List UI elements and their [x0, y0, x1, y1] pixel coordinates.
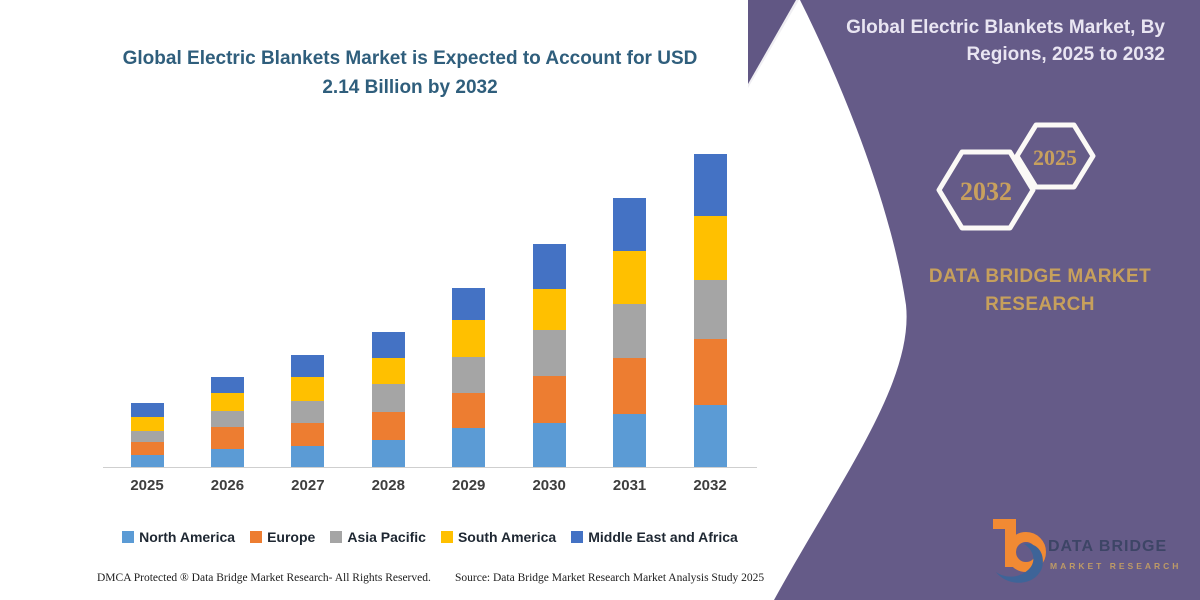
segment-middle-east-and-africa-2030	[532, 243, 566, 290]
brand-wordmark-line1: DATA BRIDGE MARKET	[928, 266, 1152, 287]
segment-middle-east-and-africa-2027	[291, 355, 325, 377]
segment-south-america-2029	[452, 319, 486, 357]
segment-middle-east-and-africa-2026	[210, 377, 244, 394]
segment-europe-2032	[693, 338, 727, 405]
legend-label: Europe	[267, 529, 316, 545]
legend-label: Middle East and Africa	[588, 529, 738, 545]
segment-south-america-2025	[130, 416, 164, 432]
legend-label: North America	[139, 529, 236, 545]
segment-europe-2026	[210, 426, 244, 449]
segment-north-america-2030	[532, 422, 566, 468]
legend-marker-icon	[122, 531, 135, 543]
segment-asia-pacific-2025	[130, 431, 164, 442]
segment-north-america-2028	[371, 440, 405, 468]
legend-item-south-america: South America	[440, 529, 557, 545]
x-axis-label-2031: 2031	[612, 477, 647, 494]
segment-europe-2028	[371, 412, 405, 441]
bar-2025	[130, 403, 164, 468]
bar-2027	[291, 355, 325, 468]
segment-europe-2025	[130, 441, 164, 455]
panel-title-line1: Global Electric Blankets Market, By	[846, 17, 1165, 38]
segment-europe-2027	[291, 422, 325, 446]
segment-south-america-2030	[532, 289, 566, 331]
segment-middle-east-and-africa-2032	[693, 154, 727, 216]
segment-europe-2029	[452, 393, 486, 429]
legend-item-north-america: North America	[122, 529, 235, 545]
segment-south-america-2031	[613, 250, 647, 304]
segment-south-america-2028	[371, 357, 405, 385]
bar-2029	[452, 287, 486, 468]
legend-label: Asia Pacific	[347, 529, 426, 545]
dmca-notice: DMCA Protected ® Data Bridge Market Rese…	[97, 572, 431, 584]
panel-title: Global Electric Blankets Market, By Regi…	[825, 14, 1165, 68]
legend-label: South America	[457, 529, 557, 545]
brand-wordmark-line2: RESEARCH	[985, 294, 1095, 315]
segment-south-america-2026	[210, 393, 244, 411]
bar-2026	[210, 377, 244, 468]
segment-north-america-2031	[613, 413, 647, 468]
x-axis-line	[103, 467, 757, 468]
legend-marker-icon	[571, 531, 584, 543]
source-notice: Source: Data Bridge Market Research Mark…	[455, 572, 765, 584]
segment-middle-east-and-africa-2028	[371, 331, 405, 358]
bar-2028	[371, 331, 405, 468]
dbmr-logo-tagline: MARKET RESEARCH	[1050, 561, 1182, 571]
segment-middle-east-and-africa-2029	[452, 287, 486, 320]
dbmr-logo-icon	[993, 519, 1046, 583]
segment-north-america-2025	[130, 454, 164, 468]
chart-title-line2: 2.14 Billion by 2032	[322, 77, 498, 98]
chart-legend: North America Europe Asia Pacific South Ame…	[85, 529, 775, 545]
x-axis-label-2028: 2028	[371, 477, 405, 494]
legend-item-europe: Europe	[250, 529, 315, 545]
panel-title-line2: Regions, 2025 to 2032	[966, 44, 1165, 65]
segment-asia-pacific-2026	[210, 410, 244, 427]
segment-asia-pacific-2032	[693, 280, 727, 339]
segment-south-america-2032	[693, 215, 727, 281]
x-axis-label-2030: 2030	[532, 477, 566, 494]
segment-asia-pacific-2028	[371, 384, 405, 413]
bar-2031	[613, 198, 647, 468]
segment-europe-2030	[532, 375, 566, 423]
brand-wordmark: DATA BRIDGE MARKET RESEARCH	[920, 263, 1160, 319]
bar-2032	[693, 154, 727, 468]
segment-north-america-2026	[210, 448, 244, 468]
bar-2030	[532, 243, 566, 468]
legend-marker-icon	[440, 531, 453, 543]
segment-asia-pacific-2031	[613, 303, 647, 359]
segment-europe-2031	[613, 358, 647, 414]
x-axis-label-2025: 2025	[130, 477, 164, 494]
segment-north-america-2029	[452, 428, 486, 468]
chart-title-line1: Global Electric Blankets Market is Expec…	[122, 48, 698, 69]
segment-middle-east-and-africa-2031	[613, 198, 647, 251]
x-axis-label-2026: 2026	[210, 477, 245, 494]
chart-title: Global Electric Blankets Market is Expec…	[80, 44, 740, 102]
x-axis-label-2032: 2032	[693, 477, 727, 494]
segment-south-america-2027	[291, 377, 325, 401]
x-axis-label-2029: 2029	[452, 477, 486, 494]
segment-asia-pacific-2030	[532, 330, 566, 376]
legend-item-asia-pacific: Asia Pacific	[330, 529, 426, 545]
segment-asia-pacific-2029	[452, 356, 486, 394]
segment-north-america-2027	[291, 446, 325, 468]
x-axis-label-2027: 2027	[291, 477, 325, 494]
dbmr-logo-name: DATA BRIDGE	[1048, 538, 1168, 555]
legend-marker-icon	[250, 531, 263, 543]
legend-item-middle-east-and-africa: Middle East and Africa	[571, 529, 738, 545]
segment-north-america-2032	[693, 404, 727, 468]
segment-middle-east-and-africa-2025	[130, 403, 164, 417]
legend-marker-icon	[330, 531, 343, 543]
segment-asia-pacific-2027	[291, 400, 325, 423]
